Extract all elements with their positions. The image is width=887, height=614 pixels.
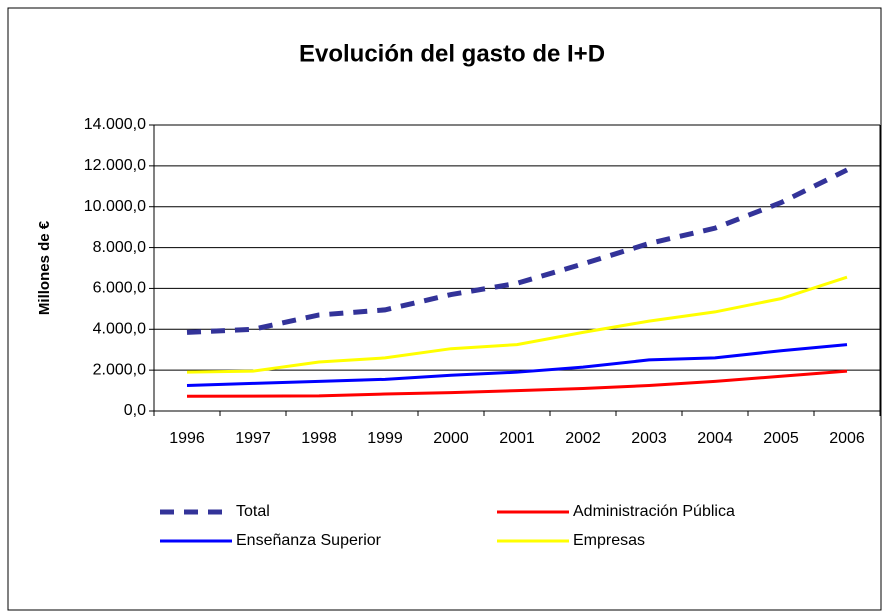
y-tick-label: 4.000,0	[93, 321, 146, 338]
series-line	[186, 343, 848, 387]
y-tick-label: 6.000,0	[93, 280, 146, 297]
legend-label: Enseñanza Superior	[236, 532, 382, 549]
series-line	[186, 275, 848, 374]
x-tick-label: 2002	[565, 430, 601, 447]
y-axis-label: Millones de €	[36, 220, 53, 315]
y-tick-label: 10.000,0	[84, 198, 146, 215]
x-tick-label: 2001	[499, 430, 535, 447]
legend-label: Empresas	[573, 532, 645, 549]
legend-label: Administración Pública	[573, 503, 735, 520]
y-tick-label: 14.000,0	[84, 116, 146, 133]
x-tick-label: 2003	[631, 430, 667, 447]
x-tick-label: 2004	[697, 430, 733, 447]
y-tick-label: 0,0	[124, 402, 146, 419]
y-tick-label: 8.000,0	[93, 239, 146, 256]
x-tick-label: 1999	[367, 430, 403, 447]
series-line	[186, 167, 849, 335]
x-tick-label: 1997	[235, 430, 271, 447]
chart-title: Evolución del gasto de I+D	[299, 40, 605, 67]
x-tick-label: 2000	[433, 430, 469, 447]
chart-frame	[7, 7, 882, 611]
x-tick-label: 2006	[829, 430, 865, 447]
x-tick-label: 1996	[169, 430, 205, 447]
x-tick-label: 2005	[763, 430, 799, 447]
y-tick-label: 12.000,0	[84, 157, 146, 174]
series-line	[186, 369, 848, 398]
y-tick-label: 2.000,0	[93, 361, 146, 378]
legend-label: Total	[236, 503, 270, 520]
x-tick-label: 1998	[301, 430, 337, 447]
